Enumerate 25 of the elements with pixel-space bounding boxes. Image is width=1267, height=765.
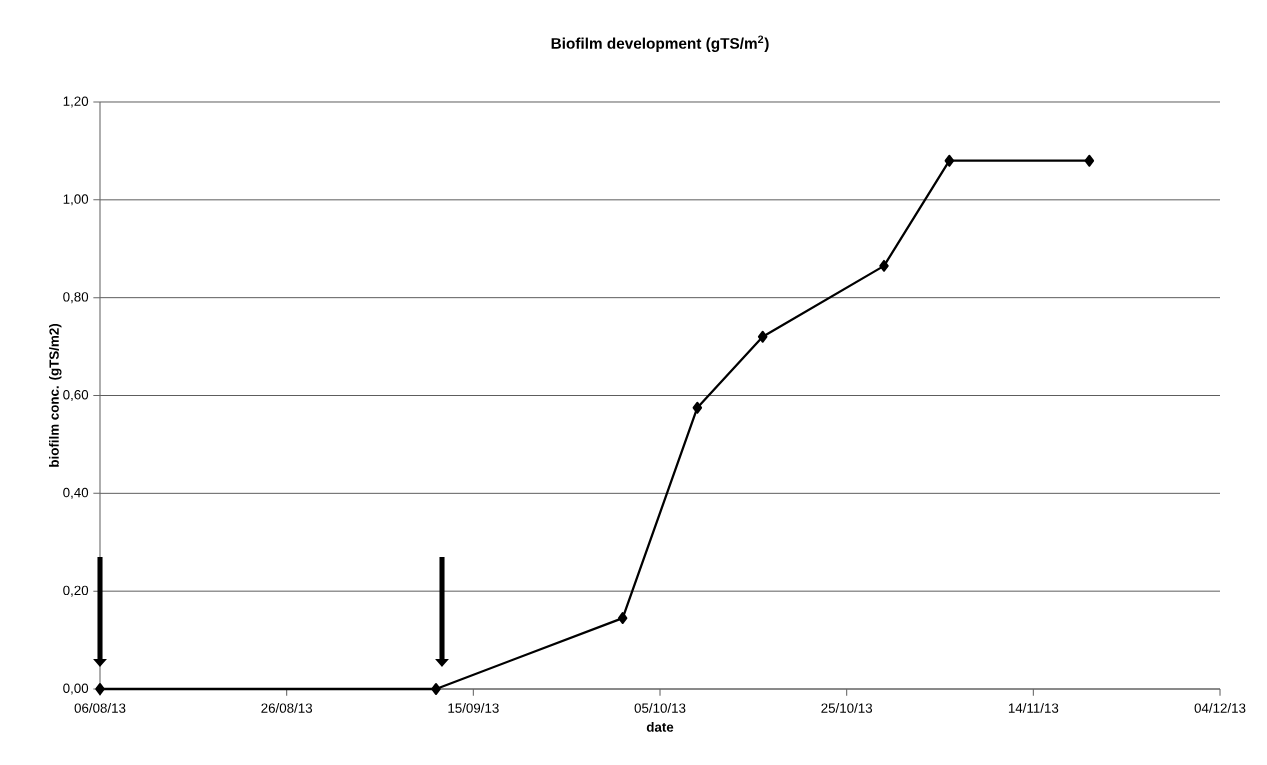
y-tick-label: 1,00	[63, 194, 89, 206]
x-axis-title: date	[646, 721, 674, 732]
x-tick-label: 25/10/13	[821, 703, 873, 713]
point	[431, 683, 441, 695]
point	[692, 401, 703, 414]
x-tick-label: 06/08/13	[74, 703, 126, 713]
x-tick-label: 14/11/13	[1008, 703, 1059, 713]
y-tick-label: 0,40	[63, 487, 89, 499]
point	[757, 330, 768, 343]
y-tick-label: 0,80	[63, 292, 89, 304]
x-tick-label: 04/12/13	[1194, 703, 1246, 713]
point	[95, 683, 105, 695]
x-tick-label: 05/10/13	[634, 703, 686, 713]
point	[879, 259, 889, 272]
y-axis-title: biofilm conc. (gTS/m2)	[49, 324, 62, 467]
chart-title: Biofilm development (gTS/m$^{2}$)	[551, 35, 769, 52]
x-tick-label: 26/08/13	[261, 703, 313, 713]
x-tick-label: 15/09/13	[448, 703, 499, 713]
y-tick-label: 1,20	[63, 96, 89, 108]
y-tick-label: 0,20	[63, 585, 89, 597]
y-tick-label: 0,60	[63, 390, 89, 402]
point	[1084, 154, 1095, 167]
y-tick-label: 0,00	[63, 683, 89, 695]
point	[944, 154, 955, 167]
point	[617, 612, 628, 625]
